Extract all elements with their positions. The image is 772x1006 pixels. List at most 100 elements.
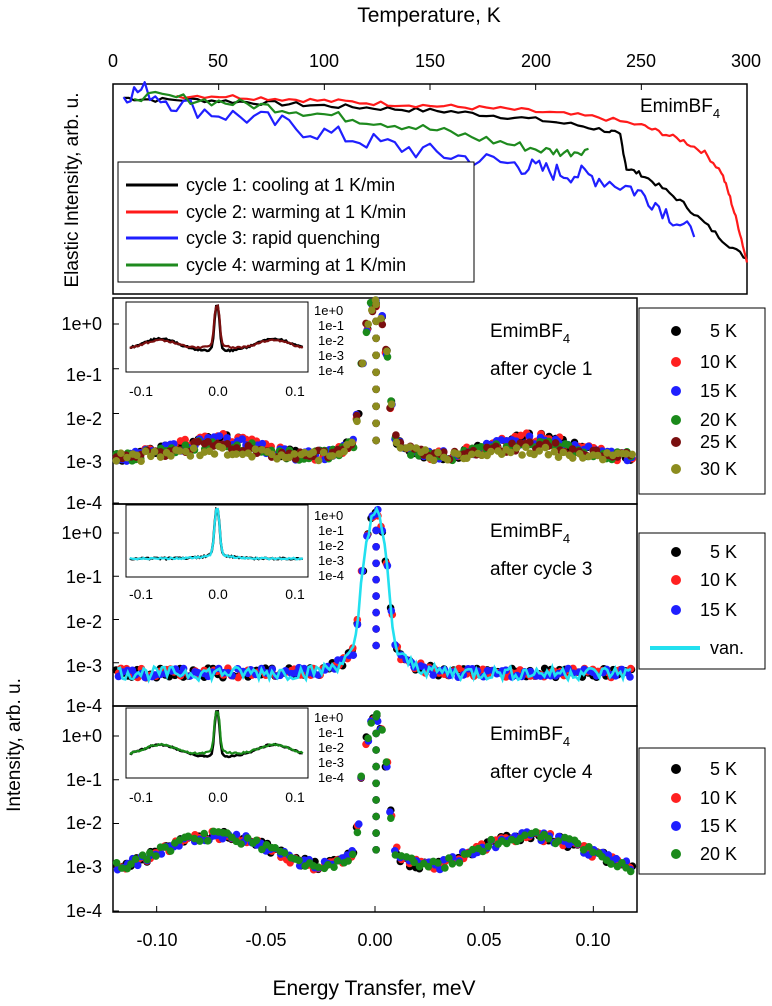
legend-marker-15K	[671, 605, 681, 615]
inset-y-tick: 1e-2	[318, 740, 344, 755]
data-point	[210, 450, 219, 458]
legend-label-30K: 30 K	[700, 459, 737, 479]
data-point	[468, 450, 476, 459]
legend-marker-5K	[671, 326, 681, 336]
data-point	[372, 402, 380, 411]
data-point	[204, 438, 212, 446]
data-point	[550, 447, 559, 456]
y-tick-label: 1e-2	[66, 409, 102, 429]
panel2-compound: EmimBF4	[490, 521, 570, 546]
data-point	[364, 320, 373, 329]
data-point	[603, 449, 611, 457]
data-point	[589, 848, 597, 856]
data-point	[372, 526, 380, 535]
legend-label-5K: 5 K	[710, 321, 737, 341]
data-point	[618, 859, 626, 867]
x-tick-label: -0.10	[136, 930, 177, 950]
data-point	[372, 385, 380, 394]
y-tick-label: 1e-1	[66, 567, 102, 587]
data-point	[290, 450, 299, 458]
y-tick-label: 1e-2	[66, 813, 102, 833]
x-tick-label: 0.00	[357, 930, 392, 950]
data-point	[223, 440, 232, 448]
data-point	[237, 840, 245, 848]
legend-marker-10K	[671, 575, 681, 585]
data-point	[112, 457, 121, 465]
legend-label-25K: 25 K	[700, 432, 737, 452]
data-point	[372, 317, 380, 326]
data-point	[348, 438, 356, 447]
data-point	[319, 448, 328, 457]
inset-y-tick: 1e+0	[314, 303, 343, 318]
data-point	[372, 300, 380, 309]
legend-marker-5K	[671, 547, 681, 557]
data-point	[487, 447, 495, 456]
top-annotation: EmimBF4	[640, 96, 720, 121]
data-point	[223, 434, 231, 442]
y-tick-label: 1e-3	[66, 452, 102, 472]
data-point	[626, 673, 634, 681]
data-point	[424, 862, 433, 871]
vanadium-line	[116, 506, 632, 684]
bottom-y-axis-label: Intensity, arb. u.	[4, 678, 25, 812]
data-point	[392, 431, 400, 439]
inset-x-tick: -0.1	[129, 383, 153, 399]
data-point	[196, 837, 204, 845]
legend-marker-25K	[671, 437, 681, 447]
data-point	[372, 812, 380, 821]
data-point	[364, 734, 372, 743]
data-point	[594, 451, 602, 460]
data-point	[434, 859, 442, 867]
data-point	[372, 846, 380, 854]
data-point	[554, 837, 562, 845]
panel2-legend: 5 K 10 K 15 K van.	[638, 532, 766, 670]
data-point	[372, 436, 380, 445]
panel3-legend-box	[638, 747, 766, 875]
data-point	[372, 419, 380, 428]
data-point	[330, 863, 338, 871]
data-point	[372, 592, 380, 600]
data-point	[309, 448, 318, 457]
x-tick-label: -0.05	[245, 930, 286, 950]
data-point	[406, 443, 414, 451]
data-point	[522, 443, 530, 452]
data-point	[372, 625, 380, 633]
data-point	[186, 452, 195, 460]
data-point	[628, 450, 636, 459]
data-point	[484, 842, 493, 851]
data-point	[392, 438, 401, 447]
inset-curve	[129, 710, 304, 756]
data-point	[477, 443, 485, 451]
data-point	[382, 758, 391, 766]
inset-x-tick: 0.0	[208, 789, 228, 805]
data-point	[248, 453, 256, 461]
panel1-y-ticks: 1e+0 1e-1 1e-2 1e-3 1e-4	[61, 314, 102, 513]
data-point	[258, 439, 267, 448]
data-point	[585, 843, 593, 851]
data-point	[445, 854, 453, 862]
bottom-ticks	[113, 323, 594, 912]
inset-y-tick: 1e-1	[318, 523, 344, 538]
data-point	[517, 431, 525, 440]
data-point	[324, 861, 332, 869]
panel3-compound: EmimBF4	[490, 724, 570, 749]
x-axis-ticks: -0.10 -0.05 0.00 0.05 0.10	[136, 930, 610, 950]
inset-x-tick: 0.0	[208, 383, 228, 399]
data-point	[521, 831, 529, 839]
legend-label-10K: 10 K	[700, 570, 737, 590]
data-point	[166, 847, 175, 855]
data-point	[167, 452, 175, 460]
top-tick-label: 50	[208, 51, 228, 71]
data-point	[243, 834, 252, 842]
data-point	[131, 855, 140, 863]
data-point	[353, 417, 361, 426]
data-point	[143, 855, 151, 864]
inset-y-tick: 1e-1	[318, 725, 344, 740]
data-point	[333, 857, 342, 865]
inset-y-tick: 1e-4	[318, 568, 344, 583]
top-tick-label: 200	[521, 51, 551, 71]
legend-label-van: van.	[710, 638, 744, 658]
data-point	[372, 746, 380, 754]
inset-y-tick: 1e-3	[318, 755, 344, 770]
